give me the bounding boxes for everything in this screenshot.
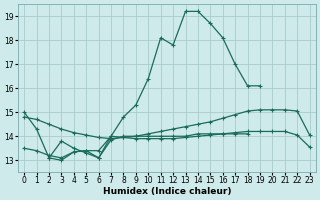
- X-axis label: Humidex (Indice chaleur): Humidex (Indice chaleur): [103, 187, 231, 196]
